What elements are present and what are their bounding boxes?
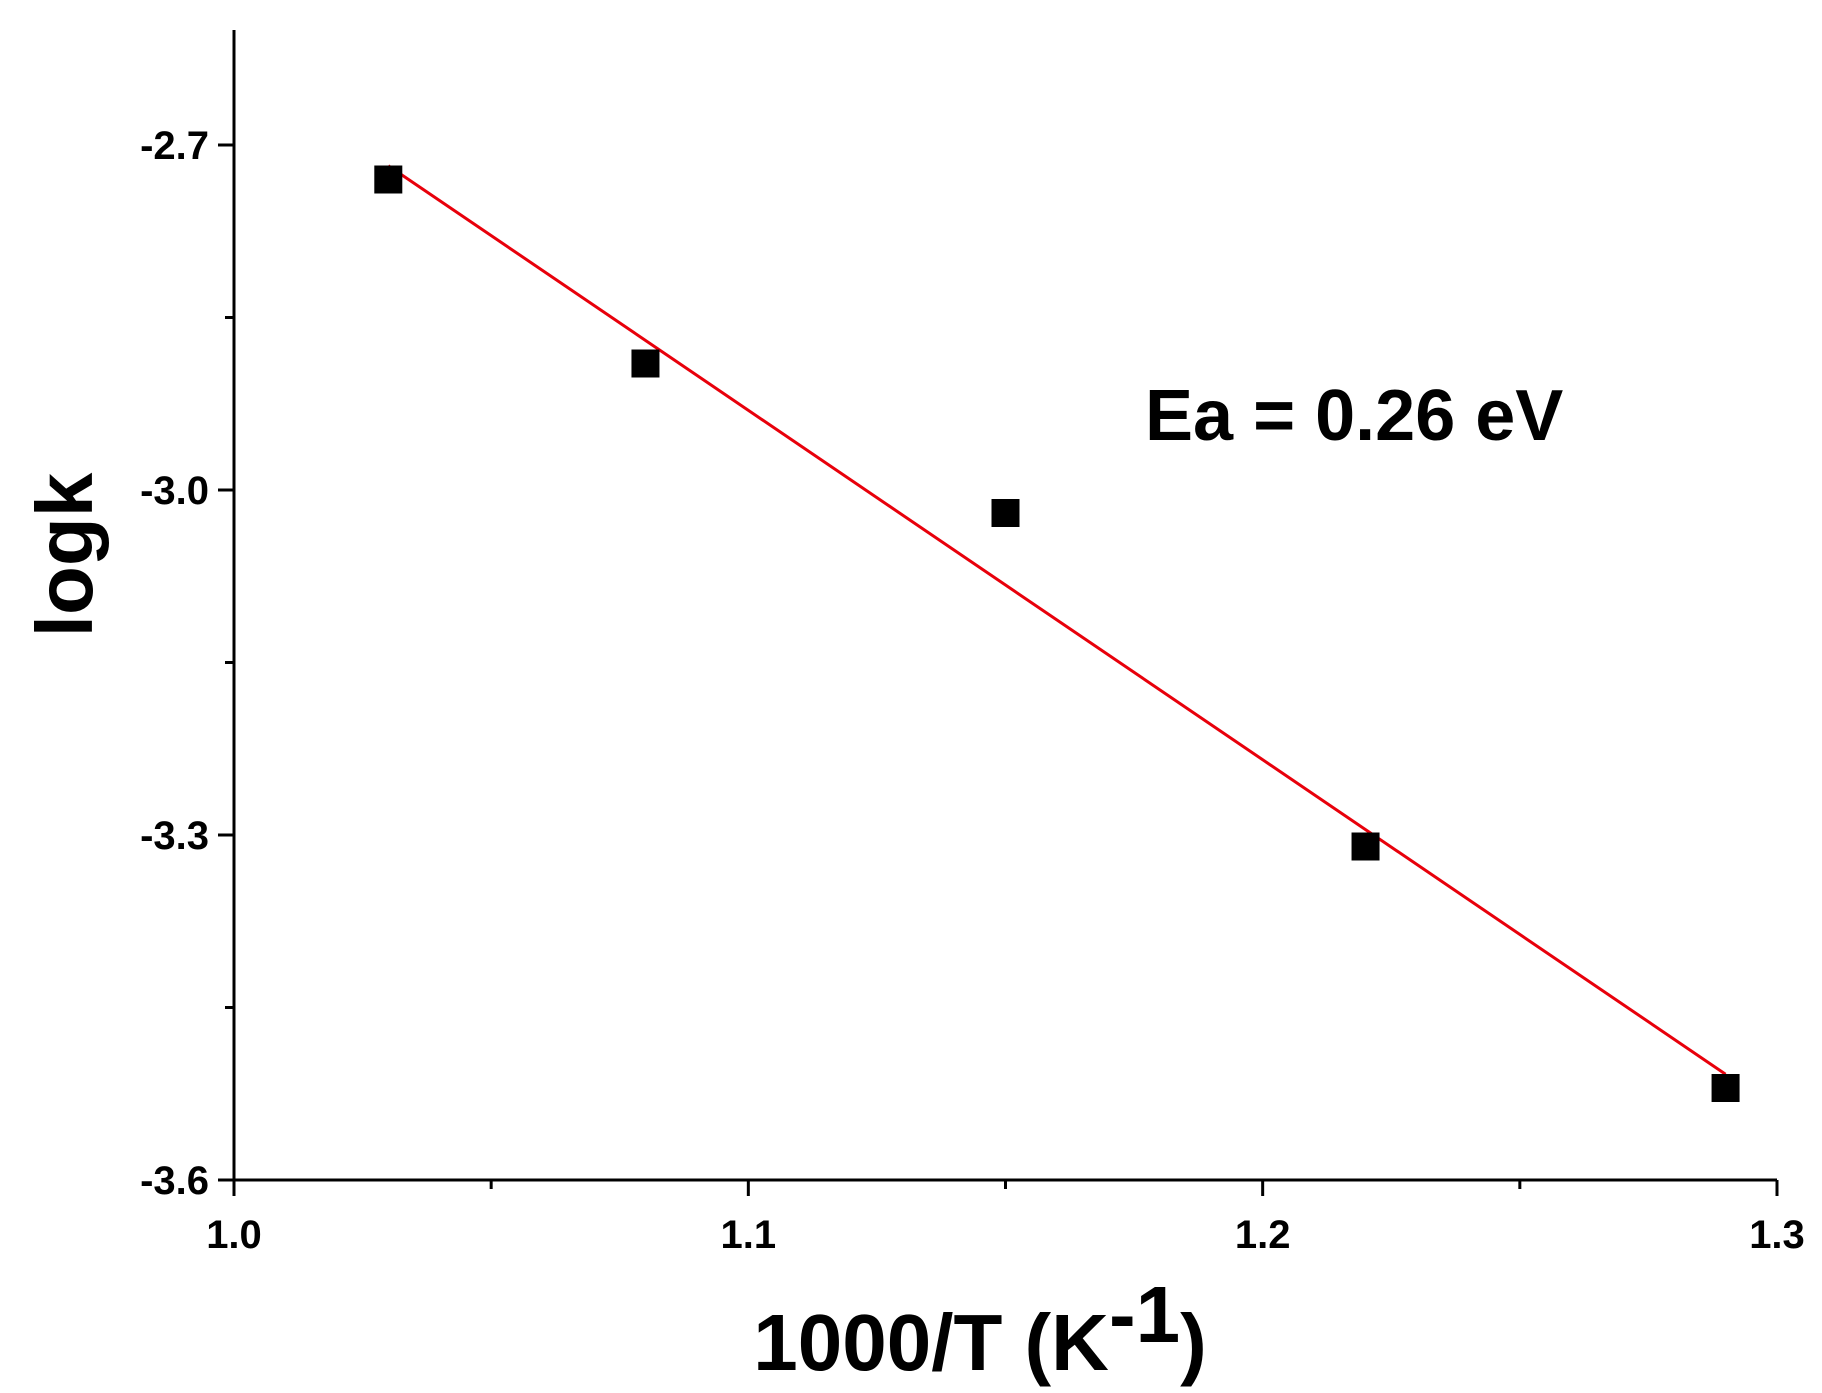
x-axis-title-superscript: -1	[1109, 1270, 1180, 1359]
y-axis-ticks: -2.7 -3.0 -3.3 -3.6	[140, 124, 234, 1203]
x-tick-label: 1.1	[721, 1213, 777, 1257]
linear-fit-line	[387, 164, 1727, 1076]
data-point	[374, 165, 403, 194]
x-axis-title-main: 1000/T (K	[753, 1298, 1109, 1387]
data-point	[991, 499, 1020, 527]
x-tick-label: 1.3	[1749, 1213, 1805, 1257]
data-points	[374, 165, 1740, 1102]
x-tick-label: 1.0	[206, 1213, 262, 1257]
x-axis-title-close: )	[1180, 1298, 1207, 1387]
y-tick-label: -3.3	[140, 814, 209, 858]
y-tick-label: -3.6	[140, 1159, 209, 1203]
x-tick-label: 1.2	[1235, 1213, 1291, 1257]
activation-energy-annotation: Ea = 0.26 eV	[1145, 376, 1563, 456]
data-point	[631, 349, 660, 378]
y-tick-label: -2.7	[140, 124, 209, 168]
x-axis-ticks: 1.0 1.1 1.2 1.3	[206, 1180, 1805, 1257]
axes	[232, 30, 1777, 1182]
data-point	[1351, 832, 1380, 861]
y-axis-title: logk	[20, 472, 109, 637]
data-point	[1711, 1074, 1740, 1102]
fit-line-group	[387, 164, 1727, 1076]
x-axis-title: 1000/T (K-1)	[753, 1270, 1206, 1387]
y-tick-label: -3.0	[140, 469, 209, 513]
